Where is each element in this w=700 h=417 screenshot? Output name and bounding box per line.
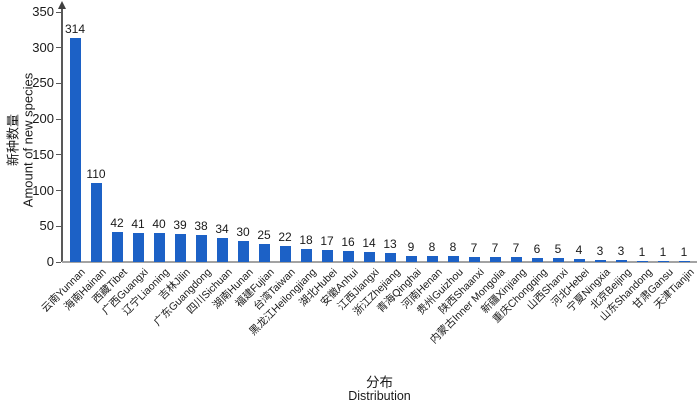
bar — [258, 244, 270, 262]
bar-value-label: 13 — [383, 237, 397, 251]
bar — [636, 261, 648, 262]
bar-value-label: 1 — [659, 245, 667, 259]
bar-value-label: 5 — [554, 242, 562, 256]
bar — [237, 241, 249, 262]
y-tick-label: 100 — [32, 182, 54, 198]
bar — [111, 232, 123, 262]
bar — [363, 252, 375, 262]
y-tick-mark — [56, 225, 61, 227]
bar-value-label: 22 — [278, 230, 292, 244]
bar — [132, 233, 144, 262]
bar-value-label: 110 — [86, 167, 106, 181]
bar-value-label: 30 — [236, 225, 250, 239]
bar-value-label: 1 — [638, 245, 646, 259]
bar — [615, 260, 627, 262]
bar — [531, 258, 543, 262]
bar-value-label: 7 — [512, 241, 520, 255]
x-axis-line — [62, 261, 697, 263]
bar — [678, 261, 690, 262]
bar-value-label: 7 — [491, 241, 499, 255]
bar-value-label: 18 — [299, 233, 313, 247]
bar — [426, 256, 438, 262]
bar-value-label: 314 — [64, 22, 86, 36]
y-tick-mark — [56, 11, 61, 13]
bar — [174, 234, 186, 262]
bar — [153, 233, 165, 262]
x-axis-title-en: Distribution — [348, 389, 411, 403]
bar-value-label: 8 — [428, 240, 436, 254]
bar-value-label: 1 — [680, 245, 688, 259]
bar-value-label: 3 — [617, 244, 625, 258]
y-tick-mark — [56, 261, 61, 263]
bar-value-label: 6 — [533, 242, 541, 256]
bar-value-label: 40 — [152, 217, 166, 231]
y-tick-mark — [56, 47, 61, 49]
bar — [552, 258, 564, 262]
y-tick-mark — [56, 118, 61, 120]
bar-value-label: 39 — [173, 218, 187, 232]
bar-value-label: 42 — [110, 216, 124, 230]
bar-value-label: 4 — [575, 243, 583, 257]
bar — [510, 257, 522, 262]
bar — [468, 257, 480, 262]
bar — [216, 238, 228, 262]
bar-value-label: 34 — [215, 222, 229, 236]
bar — [447, 256, 459, 262]
bar — [321, 250, 333, 262]
bar-value-label: 25 — [257, 228, 271, 242]
y-tick-label: 350 — [32, 4, 54, 19]
y-tick-mark — [56, 190, 61, 192]
bar-value-label: 17 — [320, 234, 334, 248]
y-tick-label: 50 — [39, 218, 54, 234]
bar — [489, 257, 501, 262]
x-axis-title-zh: 分布 — [366, 375, 393, 390]
bar-value-label: 9 — [407, 240, 415, 254]
bar — [342, 251, 354, 262]
bar — [573, 259, 585, 262]
bar — [195, 235, 207, 262]
bar — [405, 256, 417, 262]
bar-value-label: 38 — [194, 219, 208, 233]
y-tick-mark — [56, 154, 61, 156]
bar — [279, 246, 291, 262]
bar-value-label: 41 — [131, 217, 145, 231]
y-axis-arrow-icon — [58, 1, 66, 9]
bar — [90, 183, 102, 262]
bar-value-label: 3 — [596, 244, 604, 258]
y-tick-label: 300 — [32, 39, 54, 55]
bar — [300, 249, 312, 262]
y-tick-label: 250 — [32, 75, 54, 91]
bar-value-label: 8 — [449, 240, 457, 254]
y-tick-label: 0 — [46, 254, 54, 269]
bar — [69, 38, 81, 262]
y-axis-line — [61, 8, 63, 262]
bar-value-label: 14 — [362, 236, 376, 250]
y-tick-label: 200 — [32, 111, 54, 127]
y-tick-mark — [56, 82, 61, 84]
y-tick-label: 150 — [32, 146, 54, 162]
bar-value-label: 7 — [470, 241, 478, 255]
bar — [594, 260, 606, 262]
bar-value-label: 16 — [341, 235, 355, 249]
bar — [384, 253, 396, 262]
bar — [657, 261, 669, 262]
